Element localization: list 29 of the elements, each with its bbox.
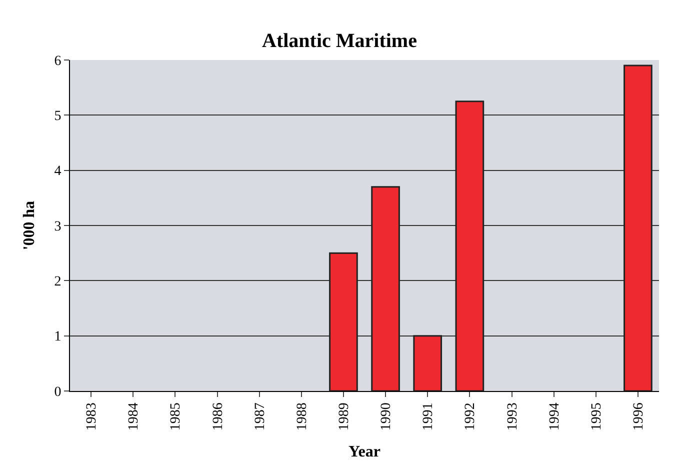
x-tick-label: 1986 <box>210 402 226 431</box>
y-tick-label: 4 <box>54 164 62 180</box>
y-tick-label: 5 <box>54 109 62 124</box>
x-tick-label: 1987 <box>252 402 268 431</box>
y-tick-label: 1 <box>54 330 62 345</box>
chart-title: Atlantic Maritime <box>262 30 418 52</box>
x-tick-label: 1990 <box>379 402 394 431</box>
x-tick-label: 1983 <box>84 402 100 431</box>
bar <box>329 252 358 391</box>
bar <box>413 335 442 391</box>
bar <box>624 64 652 391</box>
y-axis-title: '000 ha <box>21 200 38 250</box>
x-tick-label: 1984 <box>126 402 142 431</box>
x-axis-title: Year <box>348 443 380 460</box>
x-tick-label: 1996 <box>632 402 647 431</box>
bar <box>455 100 484 391</box>
y-tick-label: 6 <box>54 54 62 69</box>
x-tick-label: 1994 <box>547 402 562 431</box>
x-tick-label: 1989 <box>337 402 352 431</box>
y-tick-label: 0 <box>54 384 62 400</box>
x-tick-label: 1991 <box>421 402 436 431</box>
x-tick-label: 1993 <box>505 402 520 431</box>
y-tick-label: 2 <box>54 274 62 290</box>
y-tick-label: 3 <box>54 219 62 234</box>
x-tick-label: 1988 <box>294 402 310 431</box>
x-tick-label: 1992 <box>463 402 478 431</box>
bar <box>371 186 400 391</box>
x-tick-label: 1995 <box>589 402 604 431</box>
x-tick-label: 1985 <box>168 402 184 431</box>
